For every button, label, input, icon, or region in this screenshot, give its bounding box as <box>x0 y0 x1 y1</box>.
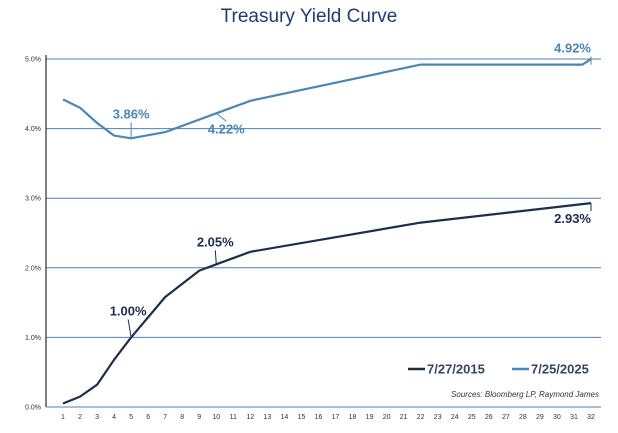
data-label: 2.93% <box>554 211 591 226</box>
y-tick-label: 3.0% <box>25 196 41 203</box>
x-tick-label: 22 <box>417 414 425 421</box>
series-lines <box>62 58 592 405</box>
x-tick-label: 6 <box>146 414 150 421</box>
x-tick-label: 16 <box>315 414 323 421</box>
x-tick-label: 32 <box>587 414 595 421</box>
source-note: Sources: Bloomberg LP, Raymond James <box>451 390 599 399</box>
legend-label: 7/27/2015 <box>427 362 485 377</box>
y-tick-label: 5.0% <box>25 57 41 64</box>
x-tick-label: 21 <box>400 414 408 421</box>
y-tick-label: 1.0% <box>25 335 41 342</box>
x-tick-label: 1 <box>61 414 65 421</box>
x-tick-label: 2 <box>78 414 82 421</box>
data-label-leader <box>127 319 132 338</box>
x-tick-label: 17 <box>332 414 340 421</box>
x-tick-label: 30 <box>553 414 561 421</box>
x-tick-label: 29 <box>536 414 544 421</box>
data-labels: 3.86% 4.22% 4.92% 1.00% 2.05% 2.93% <box>110 41 592 338</box>
legend: 7/27/2015 7/25/2025 <box>408 362 589 377</box>
x-tick-label: 13 <box>263 414 271 421</box>
data-label: 1.00% <box>110 303 147 318</box>
x-tick-label: 4 <box>112 414 116 421</box>
x-tick-label: 12 <box>246 414 254 421</box>
data-label: 4.92% <box>554 41 591 56</box>
x-tick-label: 20 <box>383 414 391 421</box>
x-tick-label: 9 <box>197 414 201 421</box>
data-label-leader <box>214 250 217 265</box>
x-tick-label: 5 <box>129 414 133 421</box>
x-tick-label: 19 <box>366 414 374 421</box>
y-tick-label: 4.0% <box>25 126 41 133</box>
legend-label: 7/25/2025 <box>531 362 589 377</box>
x-tick-label: 23 <box>434 414 442 421</box>
x-tick-label: 8 <box>180 414 184 421</box>
x-tick-label: 11 <box>230 414 237 421</box>
x-tick-label: 18 <box>349 414 357 421</box>
y-tick-label: 0.0% <box>25 405 41 412</box>
x-tick-label: 26 <box>485 414 493 421</box>
data-label: 3.86% <box>113 106 150 121</box>
x-tick-label: 15 <box>298 414 306 421</box>
gridlines <box>46 58 601 338</box>
series-line-2 <box>62 58 592 140</box>
series-line-1 <box>62 202 592 405</box>
chart-title: Treasury Yield Curve <box>220 6 398 27</box>
x-tick-label: 28 <box>519 414 527 421</box>
data-label: 4.22% <box>208 121 245 136</box>
x-tick-label: 27 <box>502 414 510 421</box>
data-label-leader <box>215 112 227 122</box>
x-tick-label: 10 <box>212 414 220 421</box>
x-tick-label: 14 <box>281 414 289 421</box>
x-tick-label: 24 <box>451 414 459 421</box>
x-tick-label: 7 <box>163 414 167 421</box>
x-tick-label: 3 <box>95 414 99 421</box>
data-label: 2.05% <box>197 234 234 249</box>
x-tick-label: 25 <box>468 414 476 421</box>
x-tick-label: 31 <box>570 414 578 421</box>
y-tick-label: 2.0% <box>25 265 41 272</box>
axes: 0.0%1.0%2.0%3.0%4.0%5.0%1 2 3 4 5 6 7 8 9 10 11 12 1… <box>25 55 601 421</box>
